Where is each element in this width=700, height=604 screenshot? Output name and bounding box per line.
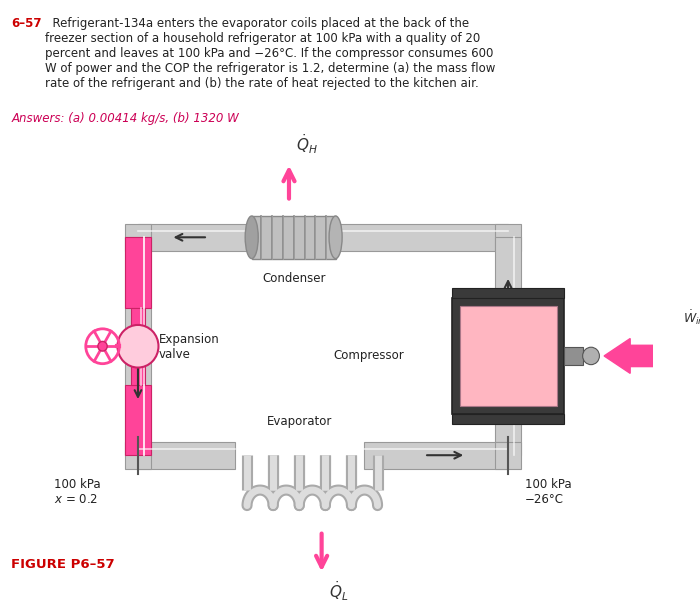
Bar [125, 237, 151, 307]
Bar [495, 223, 521, 251]
Text: Refrigerant-134a enters the evaporator coils placed at the back of the
freezer s: Refrigerant-134a enters the evaporator c… [45, 18, 495, 91]
Circle shape [98, 341, 107, 351]
Bar [495, 442, 521, 469]
Text: Expansion
valve: Expansion valve [158, 333, 219, 361]
Bar [138, 223, 252, 251]
Ellipse shape [329, 216, 342, 259]
FancyArrow shape [604, 338, 669, 373]
Text: 100 kPa
−26°C: 100 kPa −26°C [525, 478, 571, 507]
Bar [125, 442, 151, 469]
Text: Evaporator: Evaporator [267, 415, 332, 428]
Bar [125, 223, 151, 251]
Bar [130, 307, 146, 385]
Text: Answers: (a) 0.00414 kg/s, (b) 1320 W: Answers: (a) 0.00414 kg/s, (b) 1320 W [11, 112, 239, 126]
Text: $\dot{W}_{in}$: $\dot{W}_{in}$ [683, 308, 700, 327]
Bar [452, 414, 564, 424]
Text: 6–57  Refrigerant-134a enters the evaporator coils placed at the back of the
fre: 6–57 Refrigerant-134a enters the evapora… [11, 18, 463, 91]
Bar [460, 306, 556, 406]
Text: FIGURE P6–57: FIGURE P6–57 [11, 559, 115, 571]
Text: $\dot{Q}_H$: $\dot{Q}_H$ [296, 132, 318, 156]
Text: $\dot{Q}_L$: $\dot{Q}_L$ [329, 579, 349, 603]
Bar [138, 442, 235, 469]
Bar [252, 216, 335, 259]
Circle shape [582, 347, 599, 365]
Bar [452, 288, 564, 298]
Circle shape [118, 325, 158, 368]
Bar [495, 237, 521, 455]
Bar [363, 442, 508, 469]
Bar [125, 385, 151, 455]
Ellipse shape [245, 216, 258, 259]
Bar [125, 237, 151, 455]
Bar [564, 347, 582, 365]
Text: Condenser: Condenser [262, 272, 326, 285]
Bar [452, 298, 564, 414]
Text: 6–57: 6–57 [11, 18, 42, 30]
Text: 100 kPa
$x$ = 0.2: 100 kPa $x$ = 0.2 [54, 478, 101, 507]
Bar [335, 223, 508, 251]
Text: Compressor: Compressor [333, 350, 404, 362]
